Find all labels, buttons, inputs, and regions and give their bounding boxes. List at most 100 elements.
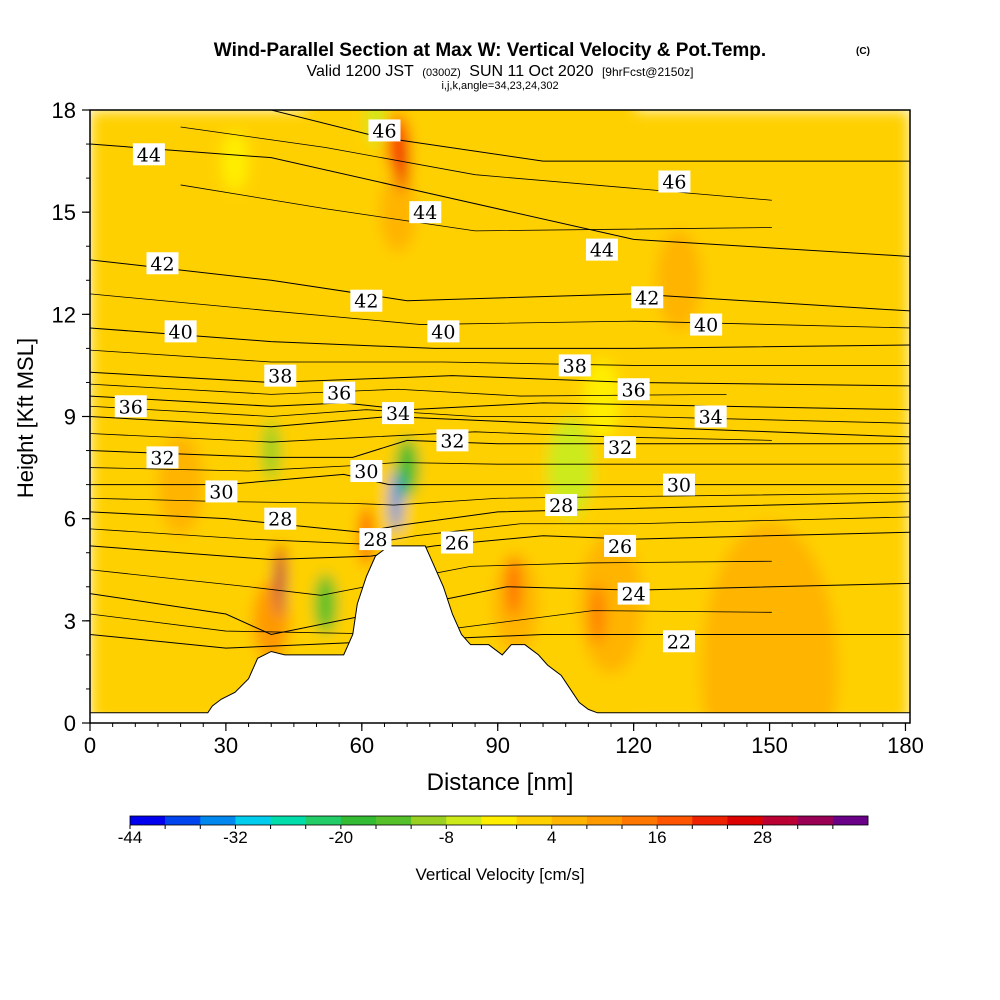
velocity-cell bbox=[276, 556, 284, 617]
contour-label: 38 bbox=[563, 355, 587, 377]
colorbar-swatch bbox=[270, 816, 307, 825]
y-tick-label: 0 bbox=[64, 711, 76, 736]
contour-label: 24 bbox=[622, 584, 646, 606]
y-tick-label: 3 bbox=[64, 609, 76, 634]
colorbar-tick-label: -44 bbox=[118, 828, 143, 847]
plot-area: 46 44 46 44 44 42 42 42 40 40 40 38 38 36 36 36 34 34 32 32… bbox=[90, 110, 910, 723]
colorbar-swatch bbox=[376, 816, 412, 825]
velocity-cell bbox=[583, 359, 621, 440]
chart-title: Wind-Parallel Section at Max W: Vertical… bbox=[214, 40, 766, 61]
contour-label: 32 bbox=[440, 430, 464, 452]
theta-contour-36 bbox=[90, 395, 910, 411]
colorbar-swatch bbox=[165, 816, 201, 825]
y-tick-label: 12 bbox=[52, 302, 76, 327]
y-axis-label: Height [Kft MSL] bbox=[13, 338, 38, 498]
theta-contour-28 bbox=[90, 501, 910, 533]
velocity-cell bbox=[221, 131, 249, 192]
contour-label-box bbox=[604, 436, 637, 459]
colorbar-frame bbox=[129, 815, 869, 826]
contour-label: 42 bbox=[150, 253, 174, 275]
colorbar-tick-label: -20 bbox=[329, 828, 354, 847]
colorbar-swatch bbox=[551, 816, 588, 825]
contour-label: 40 bbox=[169, 321, 193, 343]
colorbar-swatch bbox=[305, 816, 342, 825]
y-tick-label: 15 bbox=[52, 200, 76, 225]
theta-contour-46 bbox=[271, 110, 910, 162]
velocity-cell bbox=[656, 230, 702, 331]
contour-label: 30 bbox=[667, 475, 691, 497]
colorbar-tick-label: -8 bbox=[439, 828, 454, 847]
contour-label: 36 bbox=[119, 396, 143, 418]
velocity-cell bbox=[395, 131, 410, 192]
contour-label-box bbox=[368, 119, 401, 142]
contour-label: 22 bbox=[667, 631, 691, 653]
colorbar-swatch bbox=[762, 816, 799, 825]
theta-contour-intermediate bbox=[90, 405, 910, 424]
contour-label: 30 bbox=[354, 461, 378, 483]
colorbar-tick-label: 16 bbox=[648, 828, 667, 847]
contour-label-box bbox=[164, 320, 197, 343]
x-axis-label: Distance [nm] bbox=[427, 769, 574, 796]
valid-date: SUN 11 Oct 2020 bbox=[469, 63, 593, 80]
x-tick-label: 120 bbox=[615, 733, 652, 758]
contour-label-box bbox=[264, 364, 297, 387]
contour-label: 46 bbox=[372, 120, 396, 142]
x-tick-label: 90 bbox=[485, 733, 509, 758]
contour-label-box bbox=[604, 534, 637, 557]
velocity-cell bbox=[547, 417, 593, 518]
theta-contour-intermediate bbox=[90, 293, 910, 329]
vertical-velocity-field bbox=[90, 110, 910, 723]
y-tick-label: 9 bbox=[64, 405, 76, 430]
y-tick-label: 6 bbox=[64, 507, 76, 532]
contour-label: 44 bbox=[590, 240, 614, 262]
contour-label-box bbox=[558, 354, 591, 377]
contour-label-box bbox=[585, 238, 618, 261]
valid-utc: (0300Z) bbox=[422, 67, 461, 79]
contour-label: 32 bbox=[150, 447, 174, 469]
contour-label-box bbox=[382, 402, 415, 425]
theta-contour-38 bbox=[90, 371, 910, 387]
colorbar-swatch bbox=[797, 816, 834, 825]
contour-label: 28 bbox=[363, 529, 387, 551]
x-tick-label: 30 bbox=[214, 733, 238, 758]
theta-contour-intermediate bbox=[90, 383, 727, 397]
theta-contour-44 bbox=[90, 143, 910, 257]
theta-contour-intermediate bbox=[180, 184, 772, 232]
velocity-cell bbox=[390, 471, 402, 532]
contour-label: 26 bbox=[608, 536, 632, 558]
contour-label: 28 bbox=[549, 495, 573, 517]
contour-label-box bbox=[205, 480, 238, 503]
contour-label-box bbox=[658, 170, 691, 193]
forecast-info: [9hrFcst@2150z] bbox=[602, 65, 694, 79]
copyright-mark: (C) bbox=[856, 46, 870, 57]
colorbar-swatch bbox=[200, 816, 236, 825]
velocity-cell bbox=[590, 584, 605, 645]
colorbar-tick-label: 28 bbox=[753, 828, 772, 847]
y-axis: 0 3 6 9 12 15 18 bbox=[52, 98, 90, 736]
colorbar-swatch bbox=[727, 816, 763, 825]
contour-label-box bbox=[690, 313, 723, 336]
contour-label-box bbox=[132, 143, 165, 166]
contour-label: 34 bbox=[386, 403, 410, 425]
velocity-cell bbox=[701, 522, 838, 723]
potential-temperature-contours bbox=[90, 110, 910, 649]
contour-label: 32 bbox=[608, 437, 632, 459]
theta-contour-40 bbox=[90, 327, 910, 349]
x-tick-label: 180 bbox=[887, 733, 924, 758]
colorbar-label: Vertical Velocity [cm/s] bbox=[415, 865, 584, 884]
contour-label-box bbox=[662, 630, 695, 653]
terrain-polygon bbox=[90, 545, 910, 723]
colorbar-swatch bbox=[130, 816, 166, 825]
contour-label: 40 bbox=[694, 315, 718, 337]
contour-label: 38 bbox=[268, 366, 292, 388]
contour-label: 30 bbox=[209, 481, 233, 503]
contour-label-box bbox=[617, 582, 650, 605]
x-tick-label: 0 bbox=[84, 733, 96, 758]
contour-label-box bbox=[440, 531, 473, 554]
contour-label-layer: 46 44 46 44 44 42 42 42 40 40 40 38 38 36 36 36 34 34 32 32… bbox=[114, 119, 727, 653]
contour-label-box bbox=[264, 507, 297, 530]
contour-label-box bbox=[662, 473, 695, 496]
contour-label: 44 bbox=[413, 202, 437, 224]
theta-contour-intermediate bbox=[90, 462, 910, 472]
